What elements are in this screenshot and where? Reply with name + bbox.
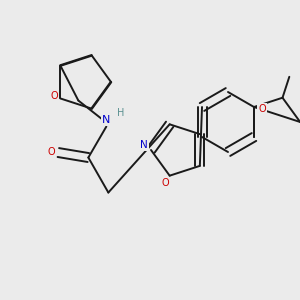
- Text: O: O: [162, 178, 170, 188]
- Text: H: H: [117, 107, 124, 118]
- Text: N: N: [140, 140, 148, 150]
- Text: O: O: [50, 92, 58, 101]
- Text: O: O: [258, 104, 266, 114]
- Text: N: N: [102, 115, 110, 124]
- Text: O: O: [47, 146, 55, 157]
